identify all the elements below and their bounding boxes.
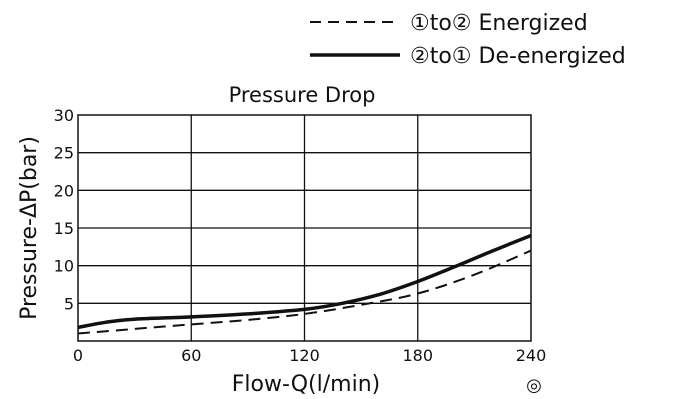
y-tick-labels: 5 10 15 20 25 30 (54, 106, 74, 313)
y-tick-label-5: 30 (54, 106, 74, 125)
y-tick-label-3: 20 (54, 181, 74, 200)
legend-label-energized: ①to② Energized (410, 11, 588, 36)
chart-title: Pressure Drop (229, 83, 376, 107)
legend: ①to② Energized ②to① De-energized (310, 11, 626, 69)
plot-frame (77, 114, 532, 342)
y-axis-label: Pressure-ΔP(bar) (17, 136, 42, 320)
plot-grid (78, 115, 531, 341)
legend-label-deenergized: ②to① De-energized (410, 44, 626, 69)
y-tick-label-2: 15 (54, 219, 74, 238)
x-tick-label-0: 0 (73, 346, 83, 365)
x-tick-label-1: 60 (181, 346, 201, 365)
y-tick-label-0: 5 (64, 294, 74, 313)
series-line-0 (77, 249, 532, 335)
x-tick-label-4: 240 (516, 346, 547, 365)
y-tick-label-1: 10 (54, 257, 74, 276)
x-axis-label: Flow-Q(l/min) (232, 372, 380, 397)
series-line-1 (77, 233, 532, 330)
annotation-symbol: ◎ (526, 375, 542, 396)
x-tick-label-2: 120 (289, 346, 320, 365)
y-tick-label-4: 25 (54, 144, 74, 163)
x-tick-label-3: 180 (402, 346, 433, 365)
series-lines (77, 233, 532, 335)
x-tick-labels: 0 60 120 180 240 (73, 346, 546, 365)
